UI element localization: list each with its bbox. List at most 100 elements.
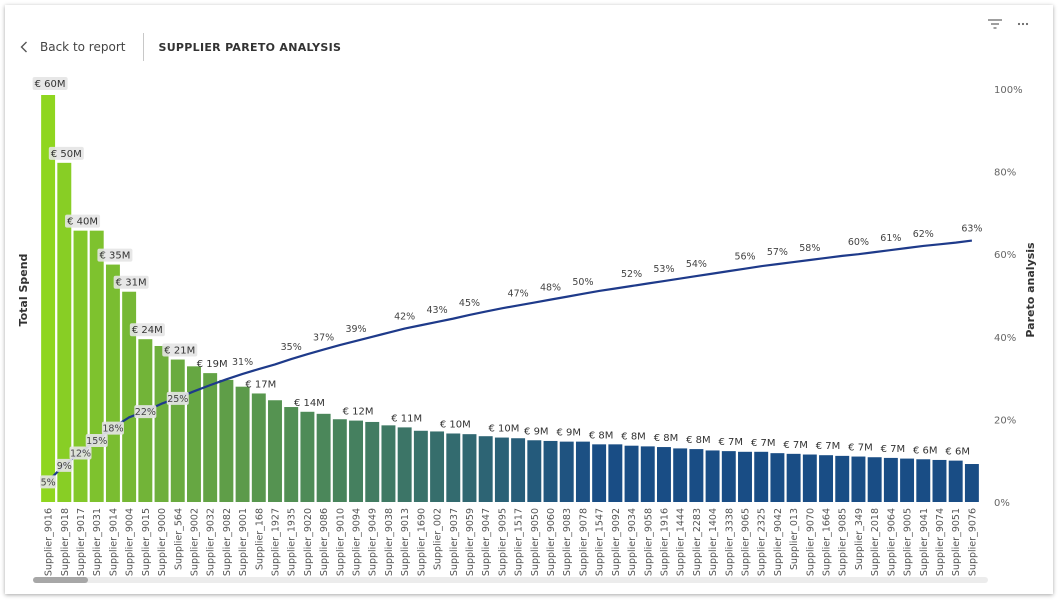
bar-Supplier_9060[interactable]	[543, 440, 558, 502]
bar-Supplier_1690[interactable]	[413, 430, 428, 502]
x-tick-label: Supplier_1927	[271, 508, 282, 576]
bar-Supplier_564[interactable]	[170, 359, 185, 502]
bar-Supplier_9086[interactable]	[316, 413, 331, 502]
pareto-line	[47, 239, 973, 483]
bar-Supplier_9051[interactable]	[948, 460, 963, 502]
x-tick-label: Supplier_2283	[692, 508, 703, 576]
y2-axis-title: Pareto analysis	[1024, 242, 1037, 338]
line-data-label-bg	[134, 405, 157, 419]
bar-Supplier_9076[interactable]	[964, 464, 979, 502]
bar-Supplier_9070[interactable]	[802, 454, 817, 502]
bar-Supplier_9064[interactable]	[883, 457, 898, 502]
bar-Supplier_1444[interactable]	[673, 448, 688, 502]
bar-Supplier_1916[interactable]	[656, 447, 671, 502]
bar-Supplier_3338[interactable]	[721, 451, 736, 502]
bar-data-label: € 7M	[783, 440, 808, 451]
bar-Supplier_1517[interactable]	[511, 438, 526, 502]
bar-Supplier_1935[interactable]	[284, 407, 299, 502]
bar-Supplier_9013[interactable]	[397, 427, 412, 502]
bar-Supplier_9082[interactable]	[219, 379, 234, 502]
bar-Supplier_9005[interactable]	[900, 458, 915, 502]
bar-Supplier_9032[interactable]	[203, 373, 218, 502]
bar-Supplier_2325[interactable]	[754, 451, 769, 502]
bar-Supplier_9050[interactable]	[527, 440, 542, 502]
bar-Supplier_1927[interactable]	[268, 400, 282, 502]
bar-data-label: € 7M	[816, 441, 841, 452]
x-tick-label: Supplier_013	[789, 508, 800, 570]
x-tick-label: Supplier_9002	[189, 508, 200, 576]
bar-Supplier_9085[interactable]	[835, 455, 850, 502]
filter-icon[interactable]	[987, 17, 1003, 31]
y2-tick-label: 40%	[994, 333, 1016, 344]
bar-Supplier_9037[interactable]	[446, 433, 461, 502]
bar-Supplier_9092[interactable]	[608, 444, 623, 502]
x-tick-label: Supplier_9014	[108, 508, 119, 576]
bar-Supplier_9014[interactable]	[105, 264, 120, 502]
bar-Supplier_1547[interactable]	[592, 444, 607, 502]
bar-data-label: € 8M	[589, 430, 614, 441]
bar-Supplier_013[interactable]	[786, 453, 801, 502]
bar-Supplier_9065[interactable]	[738, 451, 752, 502]
line-data-label: 15%	[86, 436, 107, 447]
x-tick-label: Supplier_1664	[822, 508, 833, 576]
bar-Supplier_9000[interactable]	[154, 345, 169, 502]
bar-Supplier_2283[interactable]	[689, 449, 704, 502]
x-tick-label: Supplier_1547	[595, 508, 606, 576]
bar-data-label-bg	[162, 343, 198, 357]
bar-Supplier_9015[interactable]	[138, 339, 153, 502]
bar-data-label-bg	[129, 323, 165, 337]
bar-data-label: € 50M	[51, 149, 82, 160]
bar-data-label-bg	[65, 214, 101, 228]
more-options-icon[interactable]	[1015, 17, 1031, 31]
line-data-label: 61%	[880, 233, 901, 244]
bar-Supplier_9059[interactable]	[462, 434, 477, 502]
x-tick-label: Supplier_9074	[935, 508, 946, 576]
bar-Supplier_9074[interactable]	[932, 459, 947, 502]
line-data-label-bg	[69, 446, 92, 460]
bar-Supplier_002[interactable]	[430, 431, 445, 502]
line-data-label: 62%	[913, 229, 934, 240]
bar-Supplier_349[interactable]	[851, 456, 866, 502]
line-data-label: 58%	[799, 243, 820, 254]
bar-Supplier_9001[interactable]	[235, 386, 250, 502]
bar-Supplier_9047[interactable]	[478, 436, 493, 502]
x-tick-label: Supplier_9041	[919, 508, 930, 576]
x-tick-label: Supplier_9094	[352, 508, 363, 576]
y2-tick-label: 20%	[994, 415, 1016, 426]
scrollbar-thumb[interactable]	[33, 577, 88, 583]
bar-Supplier_9058[interactable]	[640, 446, 655, 502]
chevron-left-icon	[20, 41, 27, 53]
line-data-label: 47%	[508, 288, 529, 299]
bar-Supplier_9034[interactable]	[624, 445, 639, 502]
bar-Supplier_1664[interactable]	[819, 455, 834, 502]
bar-data-label-bg	[32, 77, 68, 90]
bar-Supplier_9041[interactable]	[916, 459, 931, 502]
bar-Supplier_9004[interactable]	[122, 291, 137, 502]
bar-Supplier_9078[interactable]	[575, 441, 590, 502]
line-data-label: 53%	[653, 264, 674, 275]
horizontal-scrollbar[interactable]	[33, 577, 988, 583]
bar-Supplier_2018[interactable]	[867, 457, 882, 502]
bar-Supplier_9002[interactable]	[186, 366, 201, 502]
x-tick-label: Supplier_9015	[141, 508, 152, 576]
bar-Supplier_9010[interactable]	[332, 419, 347, 502]
bar-Supplier_168[interactable]	[251, 393, 266, 502]
bar-Supplier_9083[interactable]	[559, 441, 574, 502]
bar-Supplier_9017[interactable]	[73, 230, 88, 502]
bar-Supplier_9049[interactable]	[365, 421, 380, 502]
bar-Supplier_9095[interactable]	[494, 437, 509, 502]
bar-Supplier_9031[interactable]	[89, 230, 104, 502]
x-tick-label: Supplier_9000	[157, 508, 168, 576]
bar-Supplier_1404[interactable]	[705, 450, 720, 502]
bar-Supplier_9094[interactable]	[349, 420, 364, 502]
bar-Supplier_9020[interactable]	[300, 411, 315, 502]
back-to-report-button[interactable]: Back to report	[20, 40, 125, 54]
line-data-label-bg	[85, 434, 108, 448]
line-data-label: 35%	[281, 342, 302, 353]
bar-Supplier_9016[interactable]	[41, 95, 56, 502]
bar-Supplier_9038[interactable]	[381, 425, 396, 502]
x-tick-label: Supplier_9050	[530, 508, 541, 576]
bar-Supplier_9042[interactable]	[770, 453, 785, 502]
bar-Supplier_9018[interactable]	[57, 162, 72, 503]
bar-data-label: € 24M	[132, 325, 163, 336]
